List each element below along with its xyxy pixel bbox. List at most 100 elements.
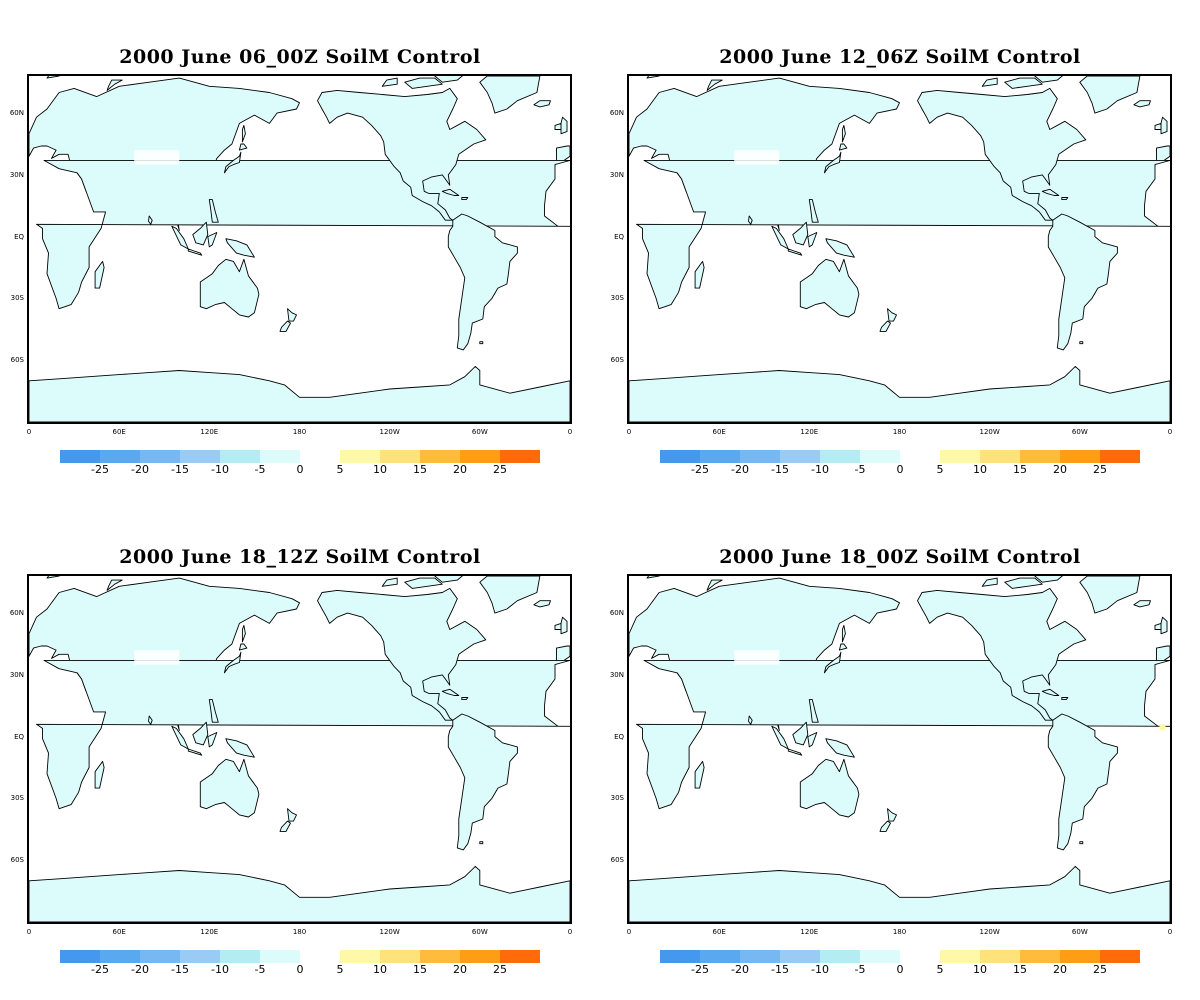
latitude-label: 60S: [610, 356, 624, 365]
landmass: [1034, 576, 1063, 583]
landmass: [238, 143, 248, 151]
landmass: [799, 758, 860, 818]
latitude-label: EQ: [614, 232, 624, 241]
latitude-label: 30S: [610, 294, 624, 303]
colorbar-label: -20: [731, 963, 749, 976]
landmass: [1047, 213, 1118, 351]
landmass: [241, 124, 246, 143]
landmass: [381, 77, 398, 87]
landmass: [171, 225, 189, 250]
landmass: [1041, 688, 1060, 696]
landmass: [1160, 616, 1168, 635]
landmass: [29, 865, 570, 922]
dry-patch: [134, 650, 180, 665]
landmass: [441, 688, 460, 696]
landmass: [447, 713, 518, 851]
landmass: [148, 215, 153, 225]
colorbar-swatch: [60, 950, 100, 963]
landmass: [1079, 341, 1084, 345]
colorbar-swatch: [980, 950, 1020, 963]
landmass: [560, 616, 568, 635]
latitude-label: 30S: [610, 794, 624, 803]
colorbar-label: -5: [254, 463, 266, 476]
longitude-label: 120W: [379, 928, 400, 936]
landmass: [841, 624, 846, 643]
colorbar-swatch: [500, 950, 540, 963]
landmass: [808, 199, 819, 223]
colorbar-label: 10: [373, 463, 387, 476]
panel-title: 2000 June 12_06Z SoilM Control: [719, 46, 1081, 68]
latitude-label: 30N: [609, 170, 624, 179]
colorbar-swatch: [1100, 950, 1140, 963]
longitude-label: 0: [567, 928, 573, 936]
colorbar-label: 0: [896, 463, 904, 476]
panel-title: 2000 June 18_00Z SoilM Control: [719, 546, 1081, 568]
colorbar-negative: [660, 450, 900, 463]
landmass: [694, 260, 705, 289]
landmass: [560, 116, 568, 135]
colorbar-swatch: [940, 450, 980, 463]
landmass: [823, 651, 842, 674]
latitude-label: 60S: [610, 856, 624, 865]
colorbar-label: -25: [91, 963, 109, 976]
panel-title: 2000 June 18_12Z SoilM Control: [119, 546, 481, 568]
longitude-label: 60W: [471, 928, 488, 936]
landmass: [917, 587, 1087, 721]
landmass: [223, 151, 242, 174]
landmass: [629, 865, 1170, 922]
landmass: [1079, 76, 1141, 114]
colorbar-swatch: [700, 950, 740, 963]
landmass: [238, 643, 248, 651]
colorbar-swatch: [660, 450, 700, 463]
landmass: [917, 87, 1087, 221]
landmass: [841, 124, 846, 143]
landmass: [823, 151, 842, 174]
colorbar-label: -5: [854, 963, 866, 976]
landmass: [629, 365, 1170, 422]
landmass: [199, 258, 260, 318]
map-frame: [27, 74, 572, 424]
colorbar-label: -5: [254, 963, 266, 976]
colorbar-label: -25: [691, 463, 709, 476]
landmass: [1079, 576, 1141, 614]
colorbar-positive: [940, 450, 1140, 463]
longitude-label: 0: [26, 928, 32, 936]
landmass: [771, 725, 789, 750]
colorbar-label: 10: [973, 463, 987, 476]
map-panel: 2000 June 18_00Z SoilM Control 60N 30N EQ 30…: [600, 500, 1200, 1000]
landmass: [807, 232, 818, 248]
landmass: [694, 760, 705, 789]
colorbar-label: 15: [1013, 463, 1027, 476]
longitude-label: 0: [626, 428, 632, 436]
landmass: [207, 232, 218, 248]
landmass: [479, 341, 484, 345]
map-frame: [27, 574, 572, 924]
landmass: [94, 260, 105, 289]
colorbar-label: -20: [131, 963, 149, 976]
map-panel: 2000 June 18_12Z SoilM Control 60N 30N EQ 30…: [0, 500, 600, 1000]
landmass: [533, 100, 551, 108]
landmass: [148, 715, 153, 725]
longitude-label: 0: [626, 928, 632, 936]
longitude-label: 180: [892, 928, 907, 936]
longitude-label: 60E: [112, 428, 126, 436]
longitude-label: 0: [1167, 428, 1173, 436]
landmass: [461, 197, 469, 201]
dry-patch: [644, 179, 675, 200]
colorbar-swatch: [860, 450, 900, 463]
landmass: [404, 577, 443, 589]
colorbar-label: -10: [811, 963, 829, 976]
colorbar-label: -10: [211, 463, 229, 476]
landmass: [1154, 122, 1162, 130]
colorbar-label: 5: [936, 463, 944, 476]
colorbar-swatch: [1020, 950, 1060, 963]
landmass: [434, 76, 463, 83]
colorbar-label: -10: [211, 963, 229, 976]
landmass: [46, 576, 61, 579]
landmass: [706, 79, 723, 91]
dry-patch: [644, 679, 675, 700]
longitude-label: 120E: [200, 928, 219, 936]
colorbar-label: 20: [453, 463, 467, 476]
colorbar-label: 0: [296, 463, 304, 476]
colorbar-label: -15: [171, 963, 189, 976]
